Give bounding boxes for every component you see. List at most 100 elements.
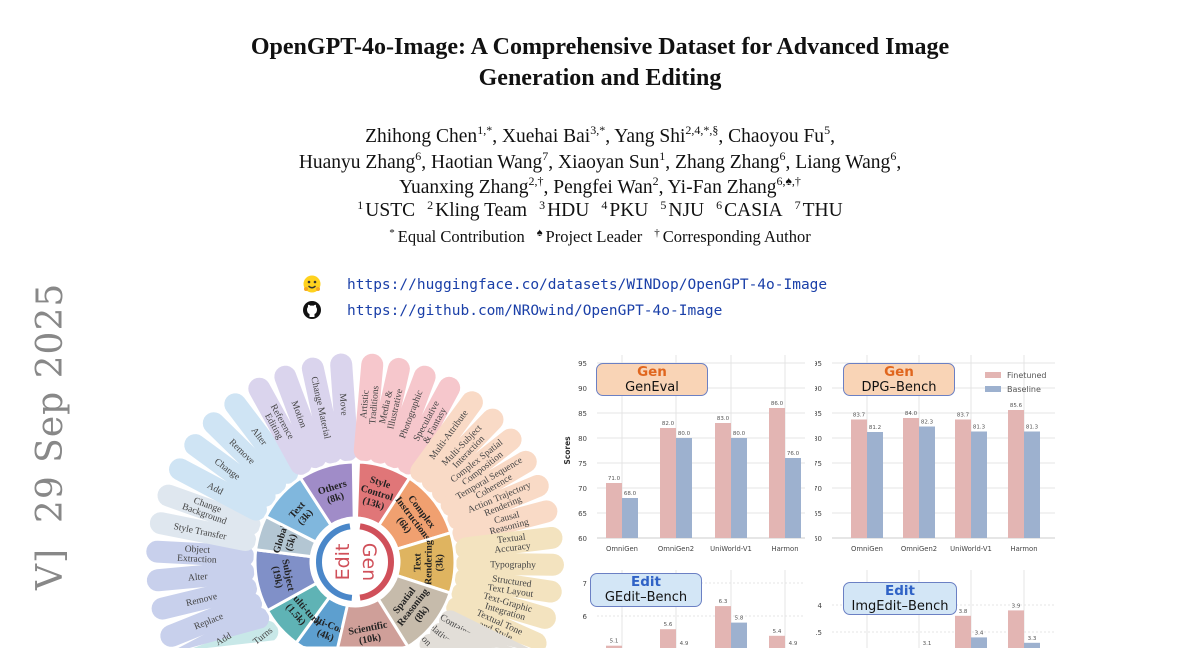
bar-baseline bbox=[622, 498, 638, 538]
note-text: Equal Contribution bbox=[397, 227, 525, 246]
title-line-2: Generation and Editing bbox=[478, 65, 722, 91]
chart-title: ImgEdit–Bench bbox=[851, 599, 949, 614]
author-delimiter: , bbox=[830, 126, 835, 147]
author-delimiter: , bbox=[421, 151, 431, 173]
bar-baseline bbox=[1024, 431, 1040, 538]
bar-baseline bbox=[785, 458, 801, 538]
chart-task-label: Edit bbox=[885, 583, 915, 599]
category-name: Text bbox=[412, 553, 423, 572]
bar-value-label: 85.6 bbox=[1010, 403, 1023, 409]
y-tick-label: 4 bbox=[818, 602, 823, 610]
affiliation: 5 NJU bbox=[660, 199, 705, 221]
y-tick-label: 70 bbox=[578, 485, 587, 493]
author-delimiter: , bbox=[605, 126, 615, 147]
paper-title: OpenGPT-4o-Image: A Comprehensive Datase… bbox=[0, 32, 1200, 94]
edit-ring-arc bbox=[316, 523, 353, 601]
bar-value-label: 5.1 bbox=[610, 639, 619, 645]
bar-value-label: 80.0 bbox=[678, 431, 691, 437]
gen-ring-arc bbox=[359, 523, 394, 601]
y-tick-label: 85 bbox=[578, 410, 587, 418]
y-tick-label: 95 bbox=[578, 360, 587, 368]
bar-chart-4: 3.5 4 3.8 3.9 3.1 3.4 3.3 bbox=[815, 570, 1055, 648]
bar-value-label: 80.0 bbox=[733, 431, 746, 437]
legend-label: Baseline bbox=[1007, 385, 1041, 394]
chart-title-box: Edit ImgEdit–Bench bbox=[843, 582, 957, 615]
legend-swatch bbox=[985, 386, 1001, 392]
author-affiliation-mark: 1 bbox=[659, 148, 666, 163]
bar-finetuned bbox=[660, 629, 676, 648]
subtask-petal: Remove bbox=[202, 412, 287, 495]
y-tick-label: 65 bbox=[578, 510, 587, 518]
bar-baseline bbox=[971, 637, 987, 648]
bar-value-label: 71.0 bbox=[608, 476, 621, 482]
chart-title: GenEval bbox=[625, 380, 679, 395]
author-affiliation-mark: 5 bbox=[824, 123, 831, 137]
y-tick-label: 90 bbox=[578, 385, 587, 393]
subtask-petal: Replace bbox=[160, 592, 262, 647]
x-tick-label: OmniGen bbox=[851, 545, 883, 553]
chart-title: DPG–Bench bbox=[861, 380, 937, 395]
bar-finetuned bbox=[955, 419, 971, 538]
bar-baseline bbox=[731, 622, 747, 648]
huggingface-url[interactable]: https://huggingface.co/datasets/WINDop/O… bbox=[347, 277, 828, 293]
author-line: Zhihong Chen1,*, Xuehai Bai3,*, Yang Shi… bbox=[0, 124, 1200, 150]
github-link[interactable]: https://github.com/NROwind/OpenGPT-4o-Im… bbox=[302, 300, 722, 320]
subtask-label-line: Extraction bbox=[177, 554, 217, 566]
affiliation-name: USTC bbox=[365, 200, 416, 221]
affiliation: 3 HDU bbox=[539, 199, 589, 221]
author-affiliation-mark: 7 bbox=[542, 148, 549, 163]
legend-item-baseline: Baseline bbox=[985, 383, 1047, 397]
huggingface-link[interactable]: https://huggingface.co/datasets/WINDop/O… bbox=[302, 274, 827, 294]
affiliation-number: 6 bbox=[716, 198, 723, 212]
author-line: Huanyu Zhang6, Haotian Wang7, Xiaoyan Su… bbox=[0, 150, 1200, 176]
subtask-label: Move bbox=[337, 393, 349, 416]
x-tick-label: OmniGen2 bbox=[901, 545, 937, 553]
note-symbol: * bbox=[389, 227, 395, 239]
author-note: * Equal Contribution bbox=[389, 227, 524, 246]
bar-value-label: 4.9 bbox=[789, 641, 798, 647]
chart-title: GEdit–Bench bbox=[604, 590, 688, 605]
author-line: Yuanxing Zhang2,†, Pengfei Wan2, Yi-Fan … bbox=[0, 175, 1200, 201]
y-tick-label: 60 bbox=[578, 535, 587, 543]
x-tick-label: UniWorld-V1 bbox=[710, 545, 752, 553]
y-tick-label: 70 bbox=[815, 485, 822, 493]
subtask-label: Typography bbox=[490, 560, 536, 571]
y-tick-label: 80 bbox=[815, 435, 822, 443]
bar-finetuned bbox=[955, 615, 971, 648]
author-note: † Corresponding Author bbox=[654, 227, 811, 246]
author-affiliation-mark: 1,* bbox=[477, 123, 493, 137]
bar-value-label: 83.0 bbox=[717, 416, 730, 422]
bar-value-label: 81.2 bbox=[869, 425, 881, 431]
x-tick-label: Harmon bbox=[1010, 545, 1037, 553]
author-affiliation-mark: 6 bbox=[779, 148, 786, 163]
y-tick-label: 3.5 bbox=[815, 629, 822, 637]
bar-value-label: 4.9 bbox=[680, 641, 689, 647]
bar-value-label: 83.7 bbox=[957, 413, 970, 419]
author-name: Huanyu Zhang bbox=[298, 151, 416, 173]
bar-value-label: 5.6 bbox=[664, 622, 673, 628]
affiliation-number: 1 bbox=[357, 198, 364, 212]
chart-task-label: Gen bbox=[884, 364, 914, 380]
chart-legend: Finetuned Baseline bbox=[985, 369, 1047, 397]
affiliation-name: NJU bbox=[668, 200, 705, 221]
chart-title-box: Edit GEdit–Bench bbox=[590, 573, 702, 607]
subtask-label: Alter bbox=[188, 572, 209, 584]
category-label: TextRendering(3k) bbox=[412, 540, 445, 585]
bar-baseline bbox=[919, 426, 935, 538]
author-delimiter: , bbox=[718, 126, 729, 147]
chart-title-box: Gen DPG–Bench bbox=[843, 363, 955, 396]
category-name: Rendering bbox=[423, 540, 434, 585]
bar-chart-1: 60 65 70 75 80 85 90 95 Scores 71.0 82.0 83.0 86.0 68… bbox=[563, 355, 805, 553]
author-affiliation-mark: 6 bbox=[415, 148, 422, 163]
subtask-petal: Style Transfer bbox=[149, 512, 257, 551]
subtask-label: ObjectExtraction bbox=[177, 544, 218, 566]
y-tick-label: 75 bbox=[815, 460, 822, 468]
bar-value-label: 3.4 bbox=[975, 630, 984, 636]
bar-finetuned bbox=[660, 428, 676, 538]
chart-task-label: Gen bbox=[637, 364, 667, 380]
github-url[interactable]: https://github.com/NROwind/OpenGPT-4o-Im… bbox=[347, 303, 723, 319]
bar-finetuned bbox=[1008, 610, 1024, 648]
y-tick-label: 80 bbox=[578, 435, 587, 443]
category-count: (3k) bbox=[434, 554, 445, 571]
author-name: Zhang Zhang bbox=[675, 151, 780, 173]
